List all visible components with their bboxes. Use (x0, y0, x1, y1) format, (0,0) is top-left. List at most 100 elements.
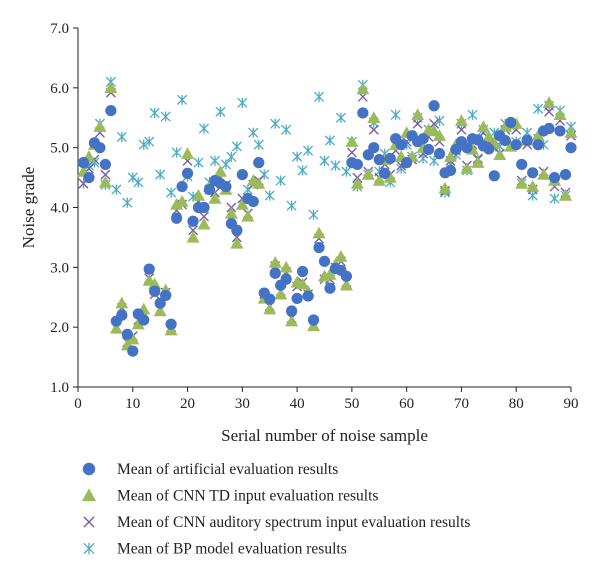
data-point (98, 175, 112, 188)
data-point (383, 171, 397, 183)
y-tick-label: 5.0 (50, 141, 69, 157)
data-point (230, 236, 244, 249)
x-tick-label: 20 (180, 396, 195, 412)
data-point (542, 96, 556, 108)
data-point (526, 180, 540, 192)
data-point (203, 183, 216, 196)
data-point (296, 265, 309, 278)
data-point (476, 120, 490, 132)
data-point (297, 165, 308, 176)
data-point (417, 133, 429, 145)
data-point (286, 305, 298, 317)
legend-marker (83, 542, 95, 555)
legend-label: Mean of CNN TD input evaluation results (117, 488, 378, 505)
data-point (77, 157, 90, 169)
data-point (237, 97, 248, 108)
legend: Mean of artificial evaluation results Mea… (81, 461, 470, 558)
data-point (116, 309, 128, 321)
data-point (175, 195, 189, 207)
data-point (318, 255, 331, 267)
data-point (252, 177, 266, 189)
x-tick-label: 30 (235, 396, 250, 412)
y-tick-label: 6.0 (50, 81, 69, 97)
data-point (373, 154, 385, 166)
data-point (564, 126, 578, 138)
data-point (339, 278, 353, 291)
data-point (361, 168, 375, 180)
data-point (226, 151, 237, 162)
data-point (345, 135, 359, 147)
data-point (155, 169, 166, 180)
data-point (93, 120, 107, 132)
data-point (279, 260, 293, 273)
data-point (554, 125, 566, 137)
data-point (236, 168, 248, 181)
data-point (131, 317, 145, 330)
data-point (138, 139, 149, 150)
data-point (285, 314, 299, 327)
data-point (181, 167, 194, 179)
x-tick-label: 50 (344, 396, 359, 412)
data-point (428, 100, 440, 112)
legend-label: Mean of artificial evaluation results (117, 461, 338, 478)
data-point (543, 122, 555, 135)
data-point (171, 147, 182, 158)
data-point (510, 139, 522, 151)
data-point (248, 127, 259, 138)
data-point (275, 175, 286, 186)
data-point (341, 166, 352, 177)
data-point (116, 131, 127, 142)
data-point (537, 168, 551, 180)
data-point (188, 225, 199, 236)
data-point (319, 155, 330, 166)
data-point (433, 148, 446, 160)
data-point (368, 124, 379, 135)
data-point (193, 157, 204, 168)
data-point (467, 109, 478, 120)
data-point (99, 158, 111, 171)
data-point (215, 106, 226, 117)
data-point (559, 189, 573, 201)
data-point (160, 111, 171, 122)
legend-item: Mean of CNN TD input evaluation results (81, 488, 378, 505)
data-point (269, 267, 281, 279)
data-point (527, 167, 539, 179)
data-point (346, 147, 357, 158)
data-point (368, 142, 380, 154)
data-point (247, 195, 259, 208)
series-1 (76, 81, 578, 351)
data-point (197, 217, 211, 230)
legend-marker (82, 462, 96, 476)
data-point (312, 226, 326, 239)
data-point (192, 189, 206, 201)
data-point (270, 118, 281, 129)
data-point (429, 118, 440, 129)
data-point (274, 287, 288, 300)
data-point (109, 321, 123, 334)
data-point (372, 174, 386, 186)
data-point (330, 160, 341, 171)
series-0 (77, 100, 577, 357)
axes (77, 28, 571, 388)
y-tick-label: 4.0 (50, 201, 69, 217)
data-point (154, 297, 166, 309)
data-point (499, 134, 511, 147)
data-point (340, 270, 353, 282)
data-point (324, 135, 336, 146)
data-point (133, 177, 144, 188)
data-point (253, 139, 264, 150)
data-point (292, 151, 303, 162)
legend-label: Mean of BP model evaluation results (117, 541, 347, 558)
data-point (418, 153, 429, 164)
data-point (149, 285, 161, 297)
data-point (324, 282, 336, 294)
series-2 (78, 87, 576, 348)
data-point (384, 152, 396, 165)
data-point (422, 143, 435, 156)
data-point (186, 230, 200, 243)
data-point (544, 106, 555, 117)
data-point (165, 318, 177, 330)
data-point (149, 107, 160, 119)
data-point (335, 112, 346, 123)
data-point (144, 136, 155, 147)
